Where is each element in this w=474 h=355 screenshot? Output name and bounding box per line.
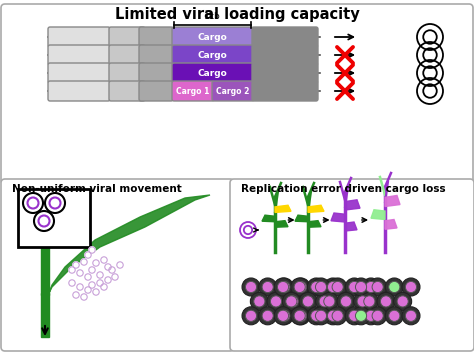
Circle shape: [89, 247, 95, 253]
Circle shape: [267, 293, 285, 310]
Polygon shape: [262, 215, 275, 222]
Circle shape: [101, 284, 107, 290]
Circle shape: [337, 293, 355, 310]
Circle shape: [312, 278, 330, 296]
Circle shape: [77, 270, 83, 276]
Circle shape: [117, 262, 123, 268]
FancyBboxPatch shape: [48, 81, 110, 101]
FancyBboxPatch shape: [139, 27, 173, 47]
Circle shape: [286, 296, 297, 307]
Circle shape: [45, 193, 65, 213]
Circle shape: [294, 282, 305, 293]
FancyBboxPatch shape: [212, 81, 254, 101]
Polygon shape: [371, 210, 385, 219]
Circle shape: [259, 278, 277, 296]
Circle shape: [352, 307, 370, 325]
FancyBboxPatch shape: [18, 189, 90, 247]
Circle shape: [357, 296, 368, 307]
Circle shape: [311, 310, 322, 321]
Circle shape: [275, 307, 293, 325]
Circle shape: [93, 260, 99, 266]
Circle shape: [291, 278, 309, 296]
Circle shape: [292, 307, 310, 325]
Circle shape: [109, 267, 115, 273]
Bar: [41, 293, 49, 337]
Circle shape: [105, 277, 111, 283]
Circle shape: [364, 296, 375, 307]
Text: Cargo: Cargo: [198, 69, 228, 77]
Circle shape: [354, 293, 372, 310]
Circle shape: [277, 310, 289, 321]
Circle shape: [81, 259, 87, 265]
Polygon shape: [345, 222, 357, 231]
Circle shape: [377, 293, 395, 310]
FancyBboxPatch shape: [48, 63, 110, 83]
Circle shape: [89, 282, 95, 288]
Circle shape: [85, 287, 91, 293]
Bar: [41, 245, 49, 295]
Circle shape: [302, 296, 314, 307]
FancyBboxPatch shape: [1, 4, 473, 184]
Circle shape: [372, 310, 383, 321]
Circle shape: [34, 211, 54, 231]
Circle shape: [332, 282, 343, 293]
Circle shape: [346, 307, 364, 325]
Circle shape: [93, 289, 99, 295]
Text: Cargo 2: Cargo 2: [216, 87, 250, 95]
FancyBboxPatch shape: [109, 81, 145, 101]
Circle shape: [97, 280, 103, 286]
FancyBboxPatch shape: [139, 81, 173, 101]
Circle shape: [283, 293, 301, 310]
Circle shape: [315, 310, 327, 321]
Polygon shape: [385, 219, 397, 229]
Text: Replication error driven cargo loss: Replication error driven cargo loss: [241, 184, 446, 194]
Circle shape: [287, 296, 298, 307]
Circle shape: [292, 278, 310, 296]
Circle shape: [277, 282, 289, 293]
Circle shape: [105, 264, 111, 270]
Circle shape: [77, 284, 83, 290]
Circle shape: [97, 272, 103, 278]
FancyBboxPatch shape: [252, 63, 318, 83]
Circle shape: [340, 296, 352, 307]
Circle shape: [352, 278, 370, 296]
FancyBboxPatch shape: [48, 27, 110, 47]
Circle shape: [389, 282, 400, 293]
Polygon shape: [275, 221, 288, 227]
Polygon shape: [295, 215, 308, 222]
Circle shape: [381, 296, 392, 307]
Circle shape: [346, 278, 364, 296]
Circle shape: [73, 262, 79, 268]
Circle shape: [349, 282, 360, 293]
Circle shape: [291, 307, 309, 325]
Circle shape: [112, 274, 118, 280]
Circle shape: [385, 278, 403, 296]
Circle shape: [279, 310, 290, 321]
Circle shape: [101, 257, 107, 263]
Circle shape: [402, 307, 420, 325]
Circle shape: [332, 310, 343, 321]
Circle shape: [73, 292, 79, 298]
Polygon shape: [331, 213, 345, 222]
Polygon shape: [49, 195, 210, 293]
Circle shape: [23, 193, 43, 213]
FancyBboxPatch shape: [252, 81, 318, 101]
Circle shape: [328, 310, 338, 321]
Text: 1kb: 1kb: [204, 12, 221, 21]
Circle shape: [316, 293, 334, 310]
Circle shape: [362, 278, 380, 296]
FancyBboxPatch shape: [139, 63, 173, 83]
Circle shape: [259, 307, 277, 325]
Text: Cargo 1: Cargo 1: [176, 87, 210, 95]
Circle shape: [242, 278, 260, 296]
FancyBboxPatch shape: [1, 179, 234, 351]
Text: Cargo: Cargo: [198, 33, 228, 42]
Polygon shape: [345, 200, 360, 210]
Circle shape: [365, 310, 376, 321]
Circle shape: [356, 282, 366, 293]
Circle shape: [328, 307, 346, 325]
Circle shape: [405, 282, 417, 293]
FancyBboxPatch shape: [172, 27, 253, 47]
Circle shape: [274, 307, 292, 325]
